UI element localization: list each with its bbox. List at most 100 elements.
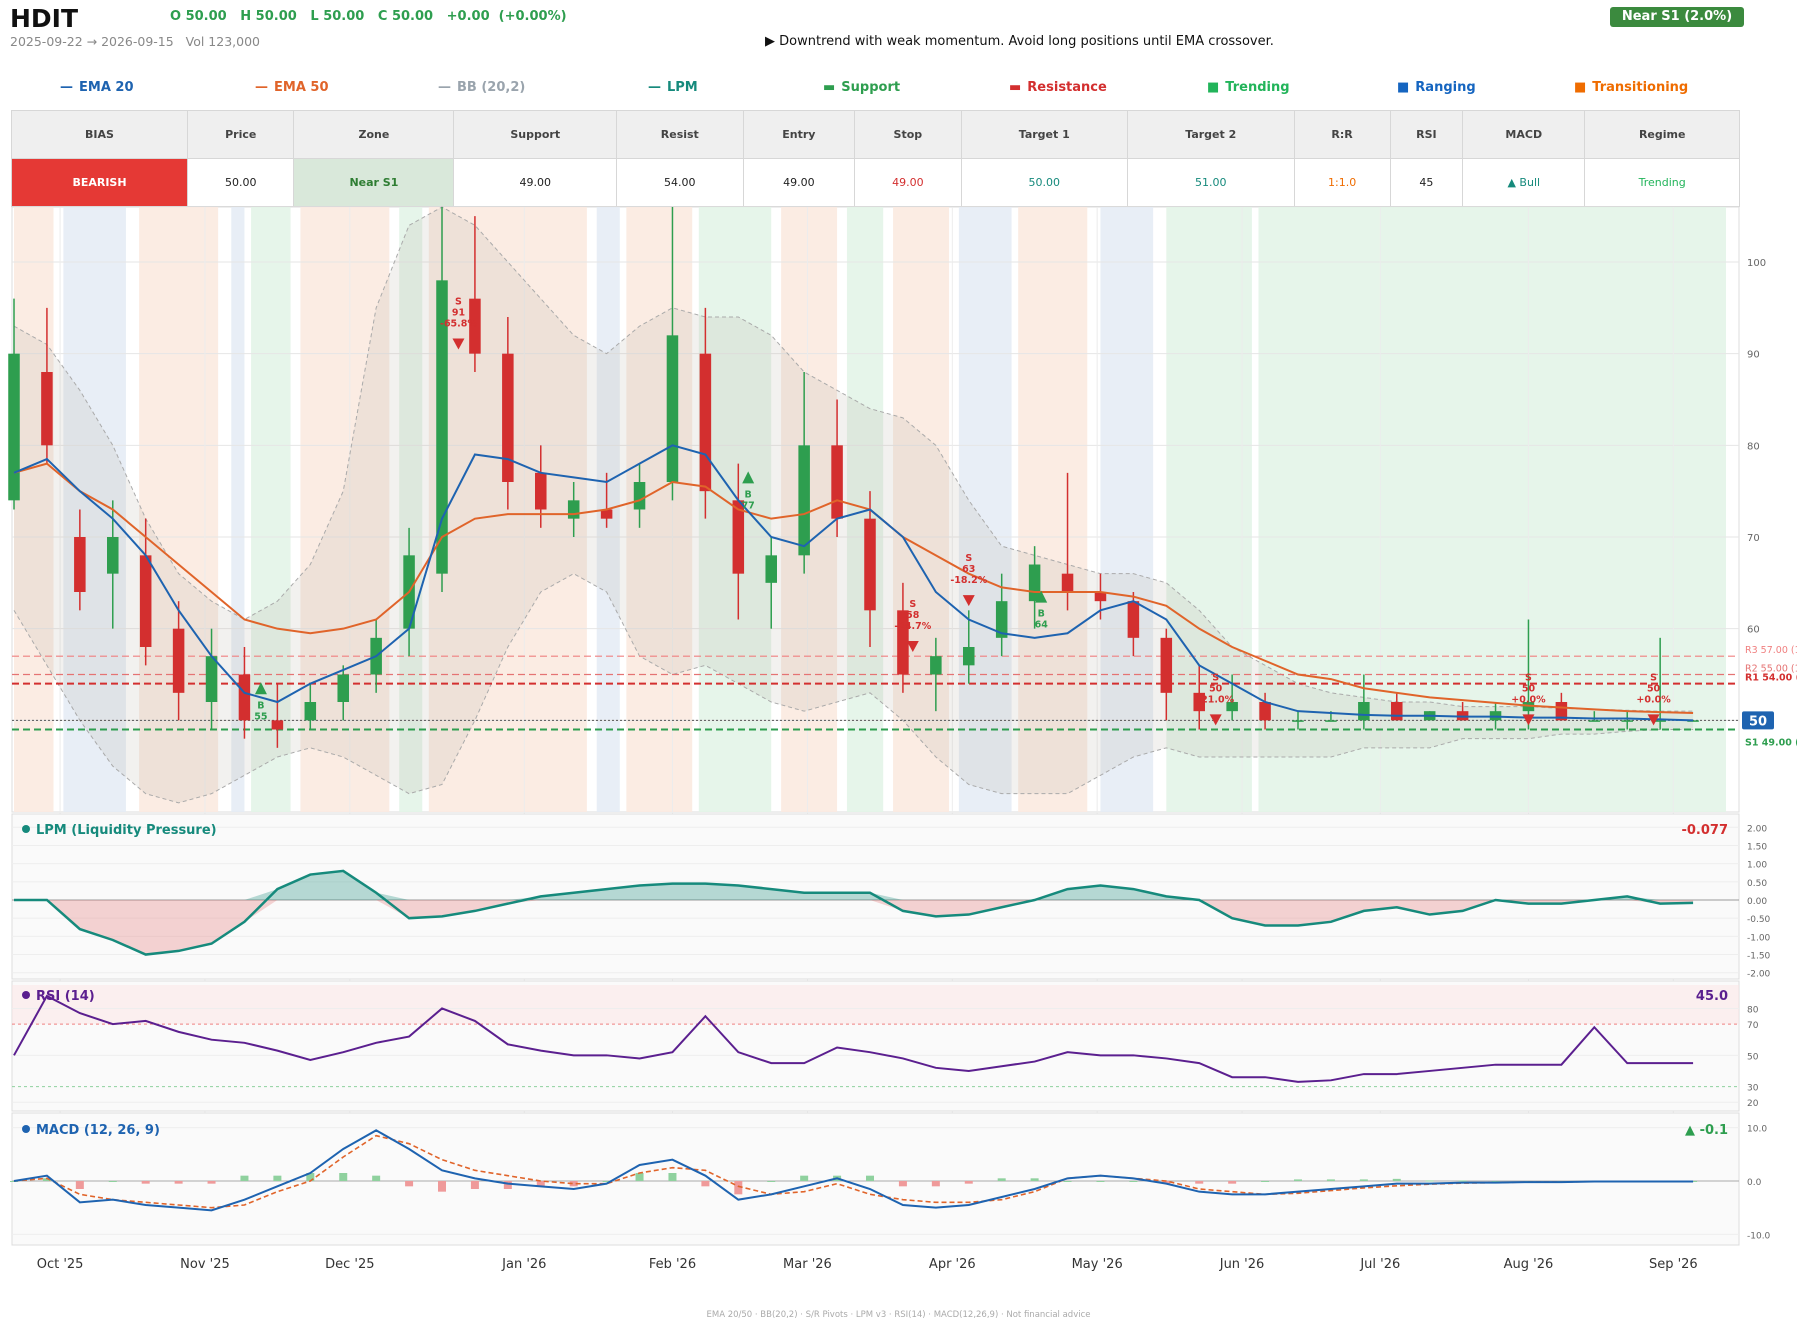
rsi-title: RSI (14) xyxy=(36,989,95,1004)
lpm-positive-area xyxy=(14,870,1694,900)
macd-histogram-bar xyxy=(306,1173,315,1181)
regime-band-ranging xyxy=(231,207,245,812)
regime-band-ranging xyxy=(1100,207,1154,812)
macd-histogram-bar xyxy=(75,1181,84,1189)
cell-price: 50.00 xyxy=(187,158,295,207)
candle-body xyxy=(1226,702,1238,712)
column-header-rsi: RSI xyxy=(1389,110,1464,159)
macd-histogram-bar xyxy=(1129,1181,1138,1182)
buy-signal-label: B xyxy=(745,489,752,500)
sell-signal-marker xyxy=(962,595,975,607)
legend-item-support: ▬ Support xyxy=(823,80,900,95)
macd-histogram-bar xyxy=(536,1181,545,1187)
macd-histogram-bar xyxy=(503,1181,512,1189)
sell-signal-label: -21.0% xyxy=(1197,694,1234,705)
candle-body xyxy=(1325,720,1337,722)
macd-histogram-bar xyxy=(964,1181,973,1184)
candle-body xyxy=(8,353,20,501)
sell-signal-marker xyxy=(1647,714,1660,726)
rsi-title-dot xyxy=(22,991,30,999)
lpm-title: LPM (Liquidity Pressure) xyxy=(36,823,217,838)
legend-swatch: ■ xyxy=(1574,80,1587,95)
x-tick-label: Feb '26 xyxy=(649,1257,696,1272)
candle-body xyxy=(864,518,876,611)
candle-body xyxy=(567,500,580,519)
legend-swatch: — xyxy=(255,80,268,95)
legend-label: Transitioning xyxy=(1592,80,1689,95)
price-y-tick-label: 60 xyxy=(1747,625,1760,636)
macd-histogram-bar xyxy=(470,1181,479,1189)
x-tick-label: Oct '25 xyxy=(37,1257,84,1272)
macd-line xyxy=(13,1129,1694,1212)
sell-signal-label: S xyxy=(1650,672,1657,683)
lpm-y-tick-label: 0.00 xyxy=(1747,897,1767,907)
column-header-macd: MACD xyxy=(1462,110,1586,159)
cell-support: 49.00 xyxy=(453,158,618,207)
cell-rsi: 45 xyxy=(1389,158,1464,207)
macd-histogram-bar xyxy=(898,1181,907,1187)
macd-histogram-bar xyxy=(240,1175,249,1181)
legend-swatch: ▬ xyxy=(823,80,836,95)
cell-entry: 49.00 xyxy=(742,158,856,207)
table-row: BEARISH 50.00 Near S1 49.00 54.00 49.00 49.00 5… xyxy=(10,158,1740,207)
cell-stop: 49.00 xyxy=(854,158,962,207)
macd-histogram-bar xyxy=(1425,1180,1434,1182)
macd-histogram-bar xyxy=(1458,1180,1467,1182)
sell-signal-label: S xyxy=(909,599,916,610)
lpm-negative-area xyxy=(14,900,1694,955)
sell-signal-label: S xyxy=(455,297,462,308)
sell-signal-label: S xyxy=(1212,672,1219,683)
x-tick-label: Jan '26 xyxy=(501,1257,546,1272)
legend-label: BB (20,2) xyxy=(457,80,526,95)
macd-histogram-bar xyxy=(1228,1181,1237,1184)
analysis-note: ▶ Downtrend with weak momentum. Avoid lo… xyxy=(765,34,1274,49)
macd-histogram-bar xyxy=(1326,1179,1335,1181)
footer-caption: EMA 20/50 · BB(20,2) · S/R Pivots · LPM … xyxy=(706,1310,1091,1320)
lpm-line xyxy=(14,869,1694,956)
macd-pane-bg xyxy=(11,1112,1740,1246)
column-header-target-2: Target 2 xyxy=(1127,110,1295,159)
x-tick-label: Nov '25 xyxy=(180,1257,230,1272)
candle-body xyxy=(1588,720,1601,722)
sell-signal-label: +0.0% xyxy=(1511,694,1546,705)
macd-histogram-bar xyxy=(1261,1181,1270,1182)
candle-body xyxy=(1621,720,1633,722)
legend-label: Ranging xyxy=(1415,80,1476,95)
lpm-y-tick-label: -0.50 xyxy=(1747,915,1771,925)
candle-body xyxy=(930,656,942,675)
regime-band-trending xyxy=(399,207,423,812)
column-header-regime: Regime xyxy=(1584,110,1740,159)
candle-body xyxy=(502,353,514,482)
sell-signal-label: S xyxy=(1525,672,1532,683)
cell-target-2: 51.00 xyxy=(1127,158,1295,207)
macd-histogram-bar xyxy=(1491,1181,1500,1182)
macd-histogram-bar xyxy=(10,1181,18,1182)
sell-signal-label: 50 xyxy=(1209,683,1223,694)
cell-zone: Near S1 xyxy=(293,158,455,207)
level-label: R1 54.00 (6x) xyxy=(1745,673,1797,684)
x-tick-label: Jun '26 xyxy=(1219,1257,1265,1272)
cell-bias: BEARISH xyxy=(10,158,189,207)
date-range: 2025-09-22 → 2026-09-15 Vol 123,000 xyxy=(10,34,260,49)
cell-regime: Trending xyxy=(1584,158,1740,207)
lpm-y-tick-label: 1.50 xyxy=(1747,842,1767,852)
sell-signal-label: 63 xyxy=(962,564,975,575)
macd-histogram-bar xyxy=(1392,1178,1401,1181)
macd-histogram-bar xyxy=(1162,1181,1171,1184)
candle-body xyxy=(765,555,777,583)
legend-swatch: — xyxy=(648,80,661,95)
ema-20-line xyxy=(13,444,1694,722)
lpm-y-tick-label: -1.50 xyxy=(1747,952,1771,962)
macd-title: MACD (12, 26, 9) xyxy=(36,1123,160,1138)
macd-histogram-bar xyxy=(1294,1179,1302,1181)
sell-signal-label: +0.0% xyxy=(1636,694,1671,705)
column-header-zone: Zone xyxy=(293,110,455,159)
regime-band-trending xyxy=(846,207,884,812)
legend-swatch: ■ xyxy=(1207,80,1220,95)
lpm-y-tick-label: 1.00 xyxy=(1747,861,1767,871)
candle-body xyxy=(897,610,909,675)
candle-body xyxy=(995,601,1008,638)
candle-body xyxy=(831,445,843,519)
lpm-y-tick-label: -2.00 xyxy=(1747,970,1771,980)
last-price-badge xyxy=(1742,711,1774,730)
